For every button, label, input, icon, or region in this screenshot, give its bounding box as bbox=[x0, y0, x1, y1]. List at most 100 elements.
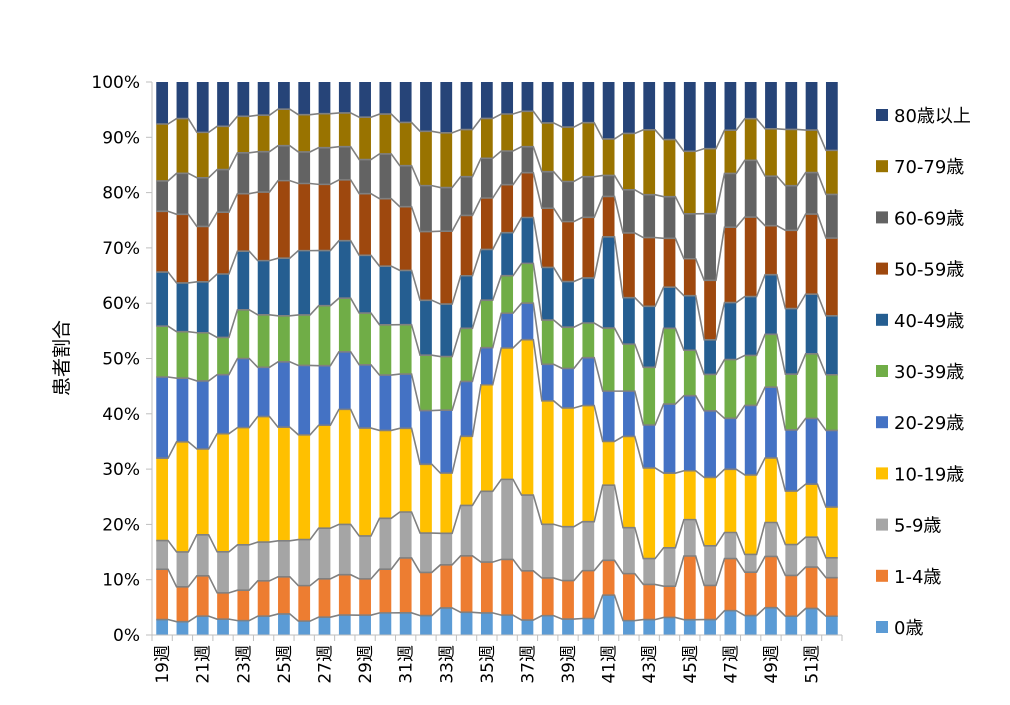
bar-segment bbox=[379, 324, 392, 376]
bar-segment bbox=[521, 495, 534, 571]
bar-segment bbox=[805, 418, 818, 485]
legend-item: 0歳 bbox=[876, 618, 923, 639]
bar-segment bbox=[562, 327, 574, 369]
bar-segment bbox=[338, 409, 351, 525]
bar-segment bbox=[359, 193, 371, 256]
bar-segment bbox=[480, 491, 493, 563]
bar-segment bbox=[298, 434, 311, 540]
bar-segment bbox=[237, 152, 250, 194]
bar-segment bbox=[338, 240, 351, 299]
bar-segment bbox=[602, 82, 615, 139]
bar-segment bbox=[237, 116, 250, 153]
bar-segment bbox=[724, 173, 737, 228]
bar-segment bbox=[176, 378, 189, 442]
legend-item: 1-4歳 bbox=[876, 567, 941, 588]
bar-segment bbox=[663, 328, 676, 405]
bar-segment bbox=[257, 580, 270, 617]
bar-segment bbox=[663, 196, 676, 239]
bar-segment bbox=[440, 564, 453, 608]
bar-segment bbox=[744, 405, 757, 475]
series-connector-line bbox=[156, 555, 838, 594]
bar-segment bbox=[278, 315, 290, 362]
bar-segment bbox=[825, 82, 838, 151]
y-tick-label: 70% bbox=[102, 239, 140, 259]
bar-segment bbox=[196, 177, 209, 227]
bar-segment bbox=[278, 576, 290, 614]
bar-segment bbox=[663, 586, 676, 618]
bar-segment bbox=[724, 610, 737, 635]
bar-segment bbox=[541, 615, 554, 635]
bar-segment bbox=[217, 551, 229, 593]
y-tick-label: 30% bbox=[102, 460, 140, 480]
legend-label: 80歳以上 bbox=[894, 106, 971, 127]
bar-segment bbox=[480, 384, 493, 492]
bar-segment bbox=[825, 194, 838, 239]
bar-segment bbox=[805, 294, 818, 354]
bar-segment bbox=[501, 275, 514, 314]
bar-segment bbox=[196, 226, 209, 282]
bar-segment bbox=[399, 557, 412, 613]
bar-segment bbox=[582, 405, 595, 522]
bar-segment bbox=[237, 309, 250, 359]
bar-segment bbox=[156, 458, 169, 541]
bar-segment bbox=[683, 258, 696, 296]
bar-segment bbox=[704, 545, 716, 586]
bar-segment bbox=[744, 615, 757, 635]
bar-segment bbox=[805, 567, 818, 609]
bar-segment bbox=[785, 129, 798, 186]
bar-segment bbox=[663, 547, 676, 587]
bar-segment bbox=[765, 128, 777, 177]
bar-segment bbox=[399, 612, 412, 635]
legend-swatch bbox=[876, 313, 888, 326]
bar-segment bbox=[501, 114, 514, 151]
bar-segment bbox=[298, 114, 311, 152]
bar-segment bbox=[338, 82, 351, 113]
bar-segment bbox=[318, 425, 331, 529]
bar-segment bbox=[521, 303, 534, 340]
bar-segment bbox=[805, 214, 818, 295]
series-connector-line bbox=[156, 171, 838, 282]
bar-segment bbox=[541, 171, 554, 209]
bar-segment bbox=[704, 477, 716, 546]
bar-segment bbox=[237, 620, 250, 635]
bar-segment bbox=[338, 351, 351, 410]
bar-segment bbox=[176, 214, 189, 283]
bar-segment bbox=[602, 138, 615, 176]
bar-segment bbox=[298, 82, 311, 115]
bar-segment bbox=[298, 621, 311, 635]
legend-swatch bbox=[876, 518, 888, 531]
bar-segment bbox=[825, 374, 838, 431]
bar-segment bbox=[541, 577, 554, 616]
bar-segment bbox=[420, 300, 432, 356]
bar-segment bbox=[298, 151, 311, 184]
legend-item: 60-69歳 bbox=[876, 208, 964, 229]
bar-segment bbox=[237, 590, 250, 621]
bar-segment bbox=[217, 592, 229, 620]
bar-segment bbox=[521, 339, 534, 496]
bar-segment bbox=[704, 585, 716, 620]
bar-segment bbox=[683, 556, 696, 620]
bar-segment bbox=[643, 467, 656, 559]
bar-segment bbox=[521, 263, 534, 304]
bar-segment bbox=[420, 82, 432, 132]
bar-segment bbox=[399, 270, 412, 325]
bar-segment bbox=[176, 331, 189, 379]
bar-segment bbox=[643, 619, 656, 635]
x-tick-label: 33週 bbox=[437, 645, 457, 684]
legend-swatch bbox=[876, 365, 888, 377]
bar-segment bbox=[623, 573, 635, 621]
bar-segment bbox=[562, 221, 574, 282]
bar-segment bbox=[420, 615, 432, 635]
bar-segment bbox=[643, 367, 656, 426]
bar-segment bbox=[623, 620, 635, 635]
bar-segment bbox=[521, 172, 534, 218]
bar-segment bbox=[480, 158, 493, 199]
bar-segment bbox=[765, 387, 777, 458]
bar-segment bbox=[562, 281, 574, 328]
bar-segment bbox=[318, 82, 331, 114]
bar-segment bbox=[379, 153, 392, 199]
legend-item: 20-29歳 bbox=[876, 413, 964, 434]
bar-segment bbox=[217, 374, 229, 434]
bar-segment bbox=[257, 542, 270, 581]
